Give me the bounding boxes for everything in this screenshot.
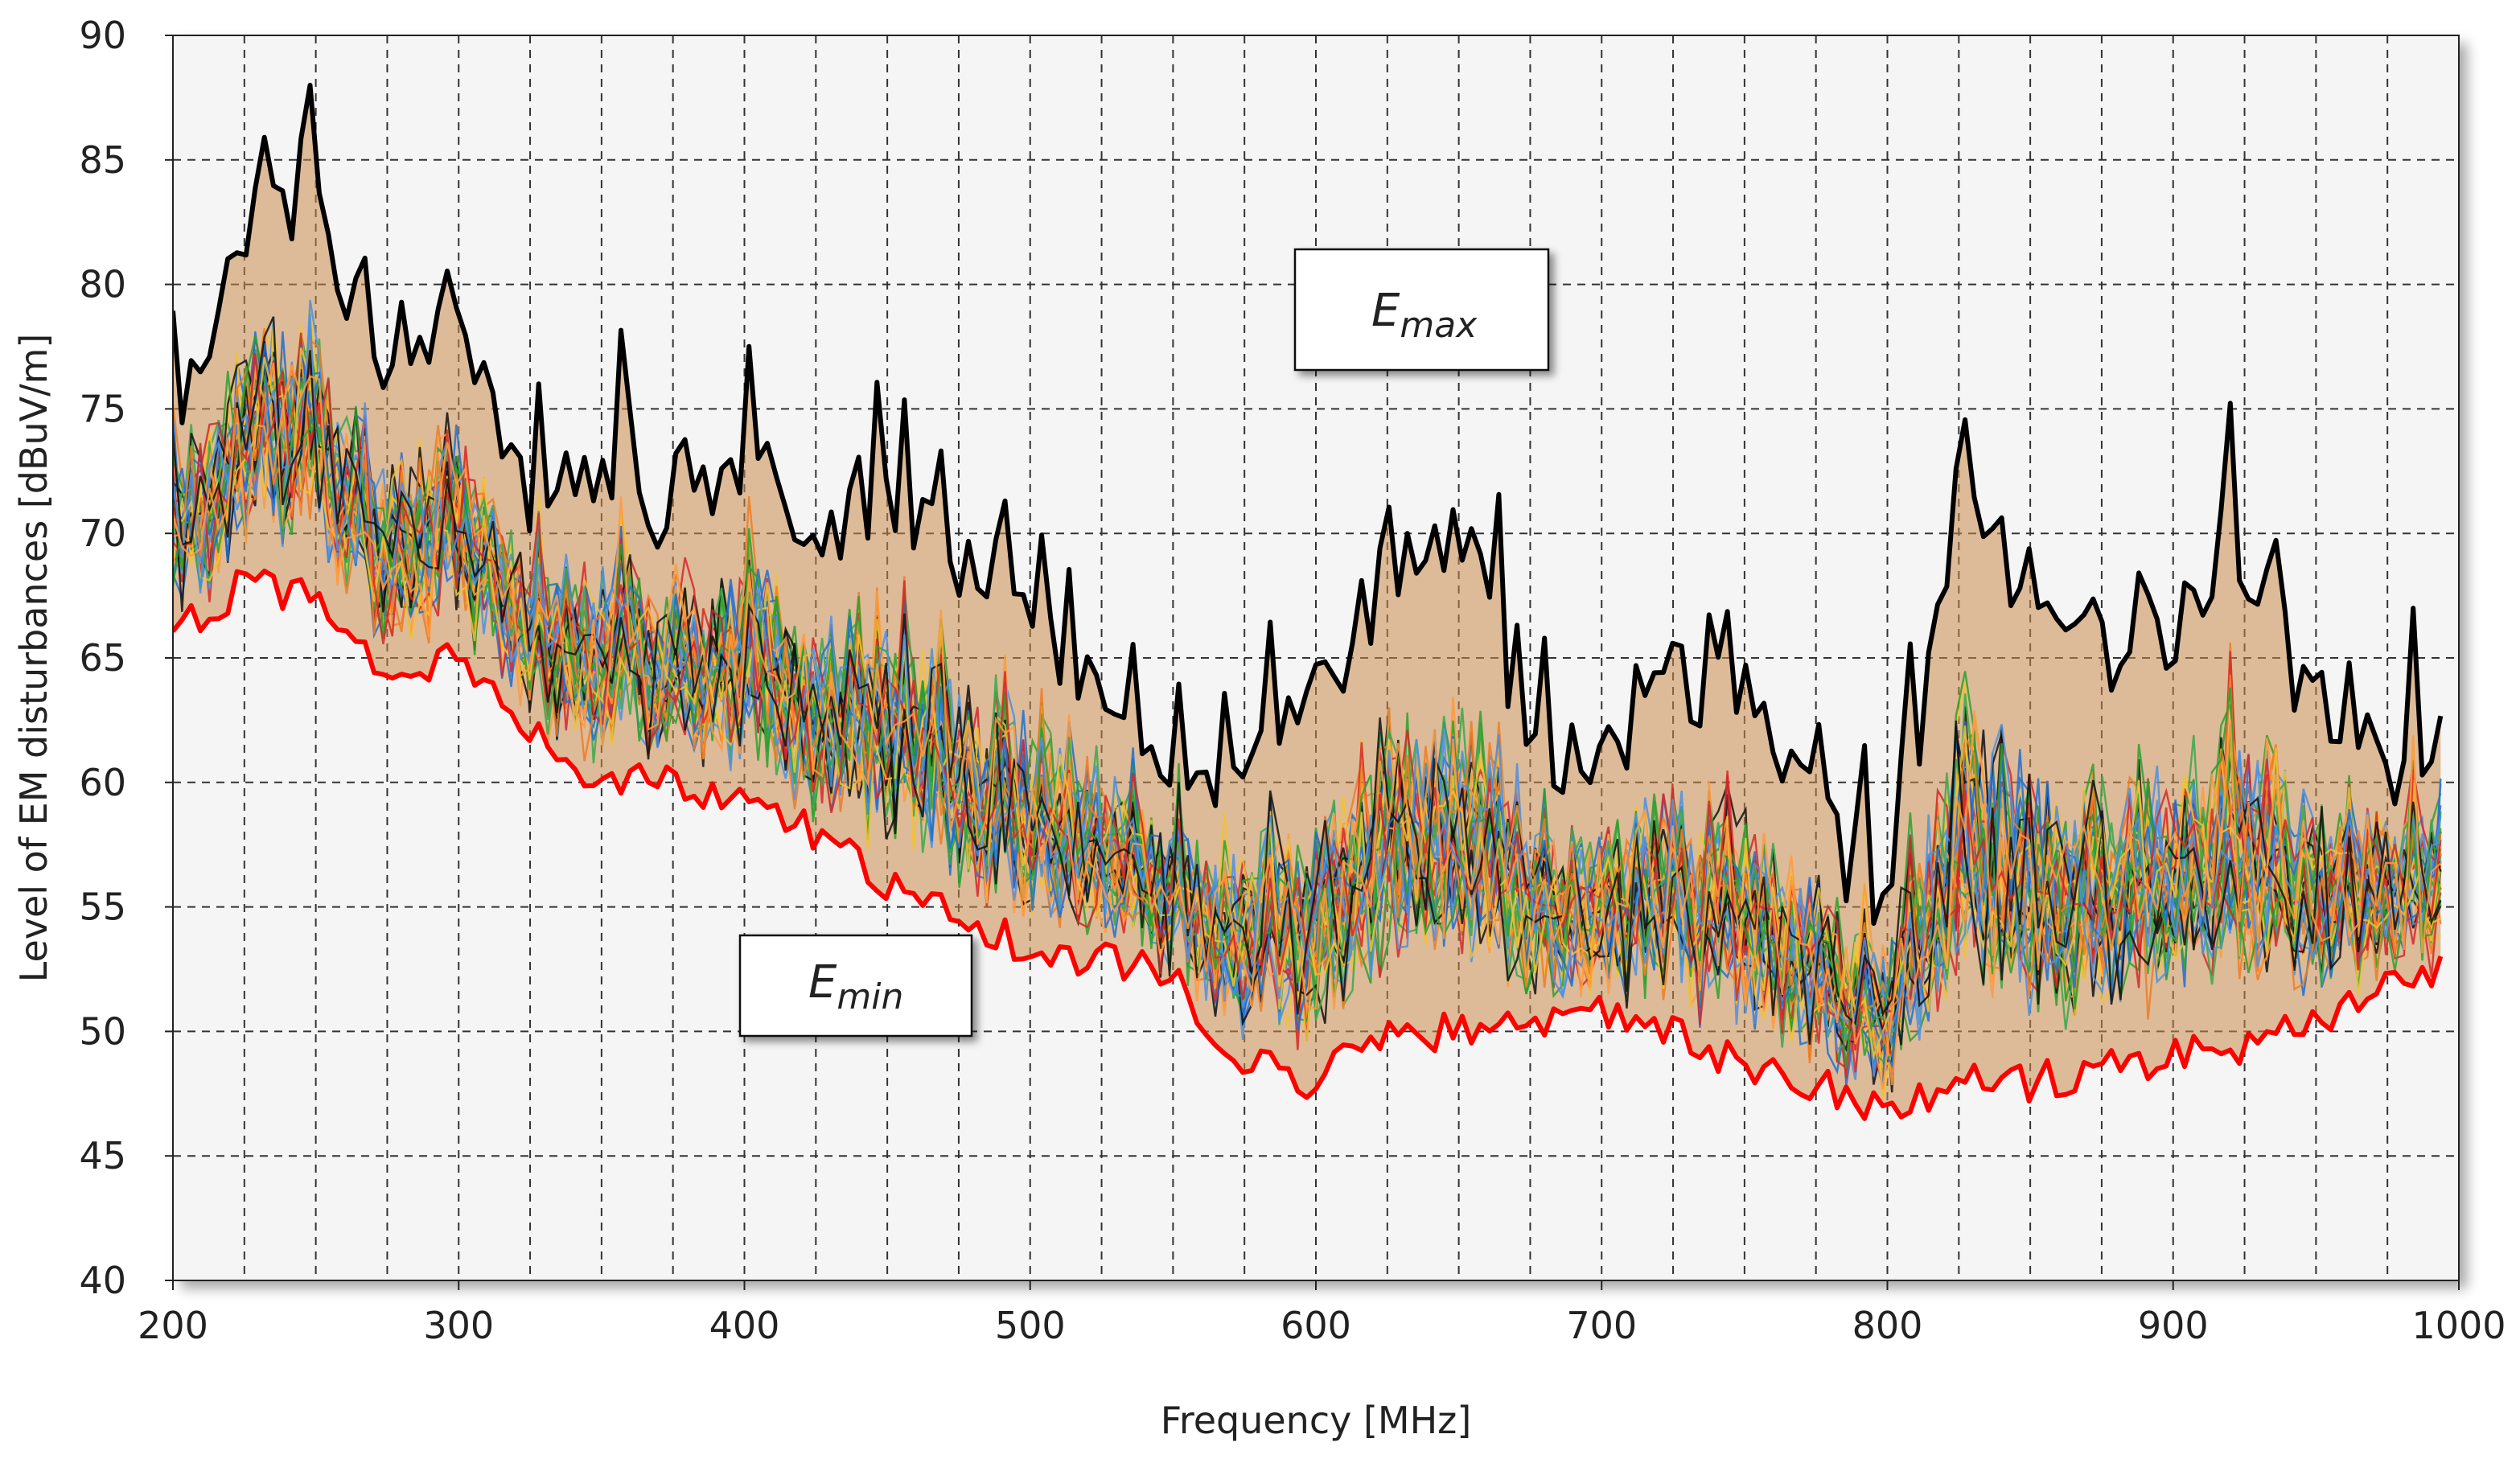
grid-lines	[173, 35, 2459, 1280]
x-tick-label: 900	[2138, 1304, 2209, 1347]
emin-annotation-label: Emin	[808, 956, 903, 1017]
y-tick-label: 40	[79, 1259, 126, 1302]
x-tick-label: 500	[995, 1304, 1066, 1347]
x-tick-label: 200	[138, 1304, 208, 1347]
y-tick-label: 65	[79, 636, 126, 680]
emin-annotation-box	[738, 934, 973, 1038]
envelope-series	[173, 82, 2444, 1121]
emax-annotation: Emax	[1293, 248, 1550, 372]
x-tick-label: 1000	[2411, 1304, 2506, 1347]
measurement-trace	[173, 339, 2442, 1064]
y-tick-label: 70	[79, 512, 126, 555]
y-tick-label: 75	[79, 387, 126, 430]
y-tick-label: 45	[79, 1134, 126, 1177]
y-tick-label: 50	[79, 1009, 126, 1053]
emax-annotation-label: Emax	[1371, 285, 1478, 346]
y-axis-label: Level of EM disturbances [dBuV/m]	[12, 334, 55, 983]
x-tick-label: 700	[1566, 1304, 1637, 1347]
y-tick-label: 60	[79, 761, 126, 804]
x-axis-ticks: 200 300 400 500 600 700 800 900 1000	[138, 1280, 2506, 1347]
x-tick-label: 300	[423, 1304, 494, 1347]
measurement-trace	[173, 347, 2442, 1086]
measurement-trace	[173, 364, 2442, 1090]
measurement-trace	[173, 347, 2441, 1060]
emax-line	[173, 82, 2444, 927]
measurement-trace	[173, 313, 2441, 1038]
y-tick-label: 80	[79, 263, 126, 306]
measurement-trace	[173, 365, 2442, 1020]
measurement-traces	[173, 299, 2442, 1099]
x-tick-label: 800	[1852, 1304, 1923, 1347]
x-tick-label: 400	[709, 1304, 780, 1347]
y-axis-ticks: 40 45 50 55 60 65 70 75 80 85 90	[79, 14, 173, 1302]
x-axis-label: Frequency [MHz]	[1161, 1399, 1472, 1442]
y-tick-label: 85	[79, 138, 126, 182]
emin-annotation: Emin	[738, 934, 973, 1038]
x-tick-label: 600	[1281, 1304, 1351, 1347]
y-tick-label: 90	[79, 14, 126, 57]
emax-annotation-box	[1293, 248, 1550, 372]
measurement-trace	[173, 316, 2442, 1045]
y-tick-label: 55	[79, 886, 126, 929]
measurement-trace	[173, 339, 2442, 1062]
emin-line	[173, 569, 2444, 1121]
